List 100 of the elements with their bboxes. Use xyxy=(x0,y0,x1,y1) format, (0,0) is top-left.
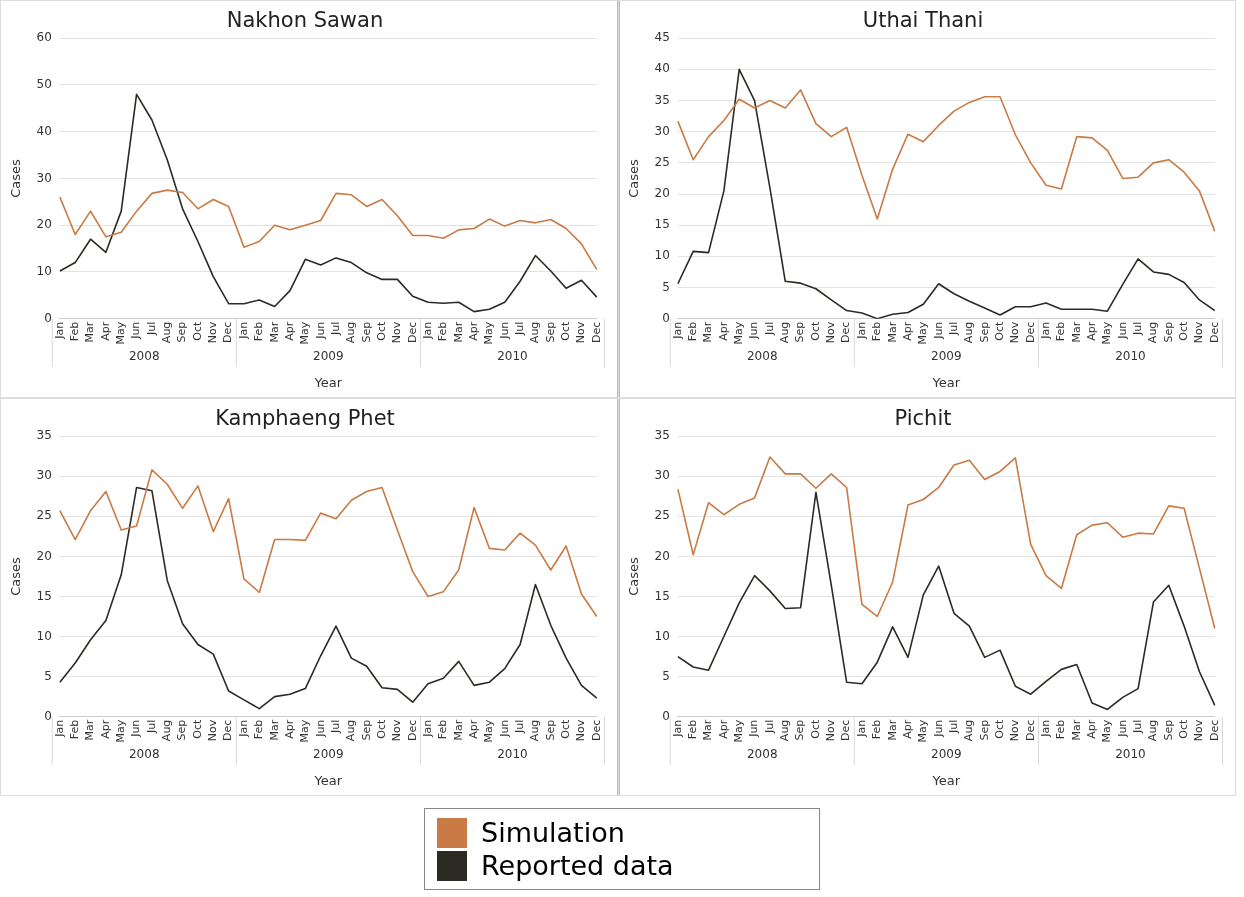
x-tick-label: Jan xyxy=(670,719,684,738)
y-tick-label: 45 xyxy=(654,30,670,45)
y-axis-title: Cases xyxy=(8,556,24,596)
x-tick-label: Sep xyxy=(543,719,557,741)
x-tick-label: Jul xyxy=(762,321,776,336)
x-tick-label: Aug xyxy=(344,321,358,344)
y-tick-label: 15 xyxy=(654,217,670,232)
x-tick-label: Nov xyxy=(1008,719,1022,742)
y-tick-label: 5 xyxy=(662,668,670,683)
chart-title: Kamphaeng Phet xyxy=(215,406,395,431)
text: 2010 xyxy=(497,747,528,762)
x-tick-label: Oct xyxy=(190,320,204,341)
x-tick-label: Apr xyxy=(716,719,730,739)
x-tick-label: Jun xyxy=(931,719,945,738)
x-tick-label: Apr xyxy=(1084,719,1098,739)
y-tick-label: 10 xyxy=(36,264,52,279)
x-tick-label: Oct xyxy=(808,320,822,341)
x-tick-label: Aug xyxy=(160,719,174,742)
text: 2008 xyxy=(128,747,160,762)
x-tick-label: Aug xyxy=(344,719,358,742)
x-tick-label: Dec xyxy=(405,719,419,741)
x-tick-label: Nov xyxy=(390,321,404,344)
x-tick-label: May xyxy=(1100,719,1114,743)
x-tick-label: Sep xyxy=(175,719,189,741)
x-tick-label: Jun xyxy=(747,719,761,738)
x-tick-label: May xyxy=(298,321,312,345)
x-tick-label: Mar xyxy=(885,719,899,741)
x-tick-label: May xyxy=(482,321,496,345)
x-axis-title: Year xyxy=(313,772,343,788)
x-tick-label: Nov xyxy=(390,719,404,742)
y-tick-label: 0 xyxy=(44,310,52,325)
x-tick-label: Aug xyxy=(528,321,542,344)
text: 2009 xyxy=(313,747,344,762)
x-tick-label: Apr xyxy=(900,321,914,341)
x-tick-label: May xyxy=(298,719,312,743)
x-tick-label: May xyxy=(114,321,128,345)
x-tick-label: Jan xyxy=(236,321,250,340)
x-tick-label: Oct xyxy=(190,718,204,739)
x-tick-label: Jan xyxy=(854,321,868,340)
x-tick-label: Dec xyxy=(839,321,853,343)
x-tick-label: Dec xyxy=(589,321,603,343)
y-tick-label: 15 xyxy=(654,588,670,603)
text: 2009 xyxy=(931,747,962,762)
x-tick-label: Jan xyxy=(52,321,66,340)
x-tick-label: Apr xyxy=(98,321,112,341)
x-tick-label: Mar xyxy=(83,321,97,343)
chart-title: Pichit xyxy=(894,406,952,431)
y-tick-label: 25 xyxy=(36,508,52,523)
x-tick-label: May xyxy=(1100,321,1114,345)
x-tick-label: Oct xyxy=(1176,320,1190,341)
y-tick-label: 25 xyxy=(654,508,670,523)
x-tick-label: May xyxy=(114,719,128,743)
y-tick-label: 40 xyxy=(654,61,670,76)
text: 2009 xyxy=(931,349,962,364)
x-tick-label: Feb xyxy=(68,719,82,740)
x-axis-title: Year xyxy=(313,374,343,390)
x-tick-label: Oct xyxy=(558,320,572,341)
x-tick-label: Jun xyxy=(313,719,327,738)
y-tick-label: 20 xyxy=(654,186,670,201)
x-tick-label: Dec xyxy=(221,321,235,343)
x-tick-label: Oct xyxy=(558,718,572,739)
x-tick-label: Apr xyxy=(282,719,296,739)
x-tick-label: Mar xyxy=(885,321,899,343)
x-tick-label: Sep xyxy=(1161,321,1175,343)
x-tick-label: Jan xyxy=(420,719,434,738)
x-tick-label: Nov xyxy=(1192,321,1206,344)
x-tick-label: Dec xyxy=(1207,719,1221,741)
x-tick-label: Sep xyxy=(359,719,373,741)
y-tick-label: 35 xyxy=(654,428,670,443)
x-tick-label: Dec xyxy=(405,321,419,343)
x-tick-label: Feb xyxy=(252,719,266,740)
x-tick-label: Aug xyxy=(778,321,792,344)
x-tick-label: Jun xyxy=(1115,719,1129,738)
x-tick-label: Aug xyxy=(962,321,976,344)
y-tick-label: 15 xyxy=(36,588,52,603)
x-tick-label: Dec xyxy=(1023,321,1037,343)
x-tick-label: Feb xyxy=(436,719,450,740)
x-tick-label: Apr xyxy=(98,719,112,739)
text: 2008 xyxy=(746,349,778,364)
x-tick-label: Sep xyxy=(793,321,807,343)
x-tick-label: Jun xyxy=(497,321,511,340)
text: 2009 xyxy=(313,349,344,364)
x-tick-label: Apr xyxy=(282,321,296,341)
x-tick-label: Oct xyxy=(374,320,388,341)
x-tick-label: Aug xyxy=(1146,719,1160,742)
y-tick-label: 5 xyxy=(662,279,670,294)
y-tick-label: 10 xyxy=(36,628,52,643)
x-tick-label: Jul xyxy=(328,719,342,734)
x-tick-label: Jan xyxy=(1038,321,1052,340)
x-tick-label: Feb xyxy=(1054,321,1068,342)
y-tick-label: 35 xyxy=(36,428,52,443)
x-tick-label: Dec xyxy=(1207,321,1221,343)
x-tick-label: Jul xyxy=(512,321,526,336)
chart-title: Uthai Thani xyxy=(862,8,984,33)
x-tick-label: Jan xyxy=(236,719,250,738)
text: 2010 xyxy=(1115,349,1146,364)
x-tick-label: Oct xyxy=(992,320,1006,341)
x-tick-label: Oct xyxy=(992,718,1006,739)
x-tick-label: Apr xyxy=(466,719,480,739)
y-tick-label: 0 xyxy=(44,708,52,723)
